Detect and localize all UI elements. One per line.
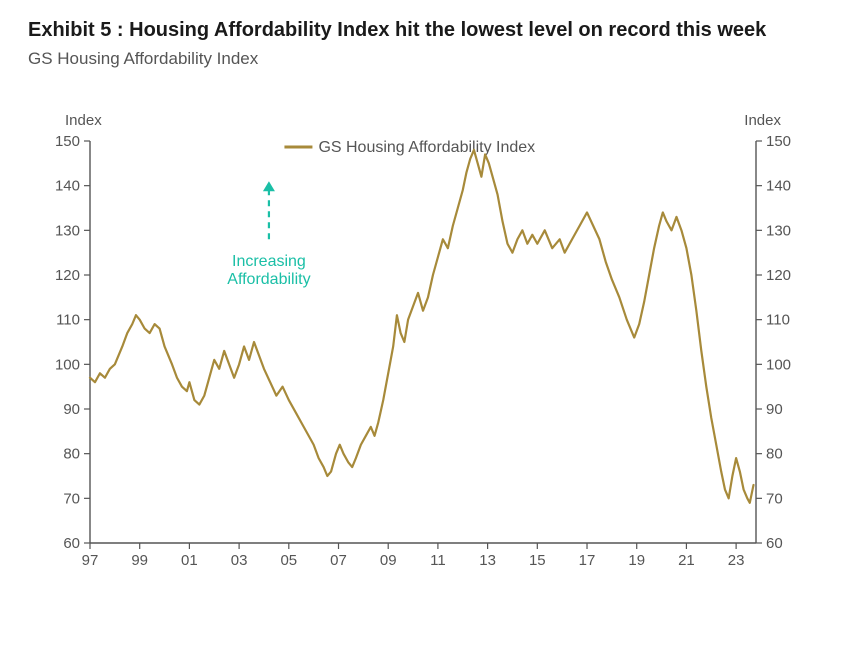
y-tick-label-right: 130 (766, 222, 791, 239)
y-tick-label-left: 100 (55, 356, 80, 373)
x-tick-label: 97 (82, 552, 99, 569)
exhibit-title: Exhibit 5 : Housing Affordability Index … (28, 18, 820, 43)
y-tick-label-left: 120 (55, 267, 80, 284)
x-tick-label: 05 (280, 552, 297, 569)
x-tick-label: 13 (479, 552, 496, 569)
x-tick-label: 07 (330, 552, 347, 569)
y-tick-label-left: 150 (55, 133, 80, 150)
y-tick-label-right: 90 (766, 401, 783, 418)
y-tick-label-left: 80 (63, 446, 80, 463)
x-tick-label: 01 (181, 552, 198, 569)
exhibit-page: Exhibit 5 : Housing Affordability Index … (0, 0, 848, 649)
y-tick-label-right: 80 (766, 446, 783, 463)
y-tick-label-left: 130 (55, 222, 80, 239)
x-tick-label: 21 (678, 552, 695, 569)
y-tick-label-right: 100 (766, 356, 791, 373)
y-tick-label-left: 60 (63, 535, 80, 552)
x-tick-label: 23 (728, 552, 745, 569)
y-axis-title-right: Index (744, 112, 781, 129)
x-tick-label: 11 (430, 552, 446, 569)
y-tick-label-left: 110 (56, 312, 80, 329)
x-tick-label: 15 (529, 552, 546, 569)
y-axis-title-left: Index (65, 112, 102, 129)
x-tick-label: 99 (131, 552, 148, 569)
x-tick-label: 17 (579, 552, 596, 569)
y-tick-label-right: 120 (766, 267, 791, 284)
affordability-line-chart: 6060707080809090100100110110120120130130… (28, 83, 818, 583)
x-tick-label: 19 (628, 552, 645, 569)
y-tick-label-left: 140 (55, 178, 80, 195)
y-tick-label-right: 60 (766, 535, 783, 552)
annotation-text: Affordability (227, 271, 310, 288)
y-tick-label-left: 90 (63, 401, 80, 418)
y-tick-label-right: 110 (766, 312, 790, 329)
y-tick-label-right: 70 (766, 490, 783, 507)
y-tick-label-right: 140 (766, 178, 791, 195)
chart-container: 6060707080809090100100110110120120130130… (28, 83, 820, 583)
y-tick-label-left: 70 (63, 490, 80, 507)
x-tick-label: 03 (231, 552, 248, 569)
exhibit-subtitle: GS Housing Affordability Index (28, 49, 820, 69)
x-tick-label: 09 (380, 552, 397, 569)
legend-label: GS Housing Affordability Index (318, 139, 535, 156)
y-tick-label-right: 150 (766, 133, 791, 150)
annotation-text: Increasing (232, 253, 306, 270)
